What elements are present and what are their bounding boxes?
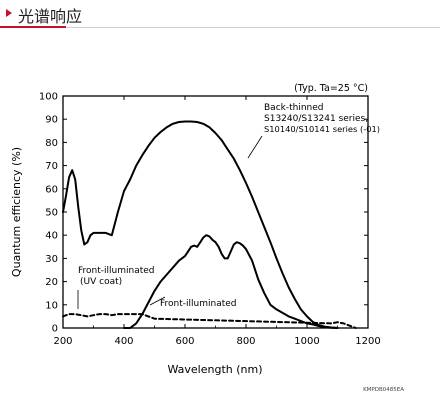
section-title: 光谱响应 [18,7,83,26]
leader-back-thinned [247,135,263,159]
x-tick-label: 800 [236,336,255,347]
y-tick-label: 20 [45,277,58,288]
plot-frame [62,95,369,329]
y-tick-label: 40 [45,231,58,242]
y-tick-label: 50 [45,208,58,219]
x-tick-label: 1200 [355,336,380,347]
y-axis-label: Quantum efficiency (%) [10,147,23,277]
y-tick-label: 60 [45,184,58,195]
leader-front-illuminated [149,296,166,306]
label-back-thinned-line-1: Back-thinned [264,103,324,113]
series-front-illuminated [123,234,339,329]
y-tick-label: 90 [45,115,58,126]
label-back-thinned-line-2: S13240/S13241 series, [264,114,368,124]
label-front-illuminated-uv-line-2: (UV coat) [80,277,122,287]
y-tick-label: 10 [45,300,58,311]
y-tick-label: 70 [45,161,58,172]
series-front-illuminated-uv-coat [62,313,357,329]
series-lines [62,120,357,329]
header-divider [0,27,440,28]
x-tick-label: 600 [175,336,194,347]
y-tick-label: 0 [52,324,58,335]
x-tick-label: 400 [114,336,133,347]
series-annotations: Back-thinned S13240/S13241 series, S1014… [77,103,380,309]
label-front-illuminated-uv-line-1: Front-illuminated [78,266,154,276]
label-front-illuminated: Front-illuminated [160,299,236,309]
header-divider-accent [0,26,66,28]
label-back-thinned-line-3: S10140/S10141 series (-01) [264,124,380,134]
y-tick-label: 30 [45,254,58,265]
document-code: KMPDB0485EA [363,387,404,393]
section-header: 光谱响应 [0,0,440,30]
x-axis-label: Wavelength (nm) [167,363,262,376]
y-tick-label: 80 [45,138,58,149]
x-tick-label: 200 [53,336,72,347]
y-tick-label: 100 [39,92,58,103]
tick-labels: 0 10 20 30 40 50 60 70 80 90 100 200 400 600 800 1000 12… [39,92,381,348]
x-tick-label: 1000 [294,336,319,347]
series-back-thinned [62,120,339,329]
condition-note: (Typ. Ta=25 °C) [294,83,368,94]
triangle-bullet-icon [6,9,12,17]
